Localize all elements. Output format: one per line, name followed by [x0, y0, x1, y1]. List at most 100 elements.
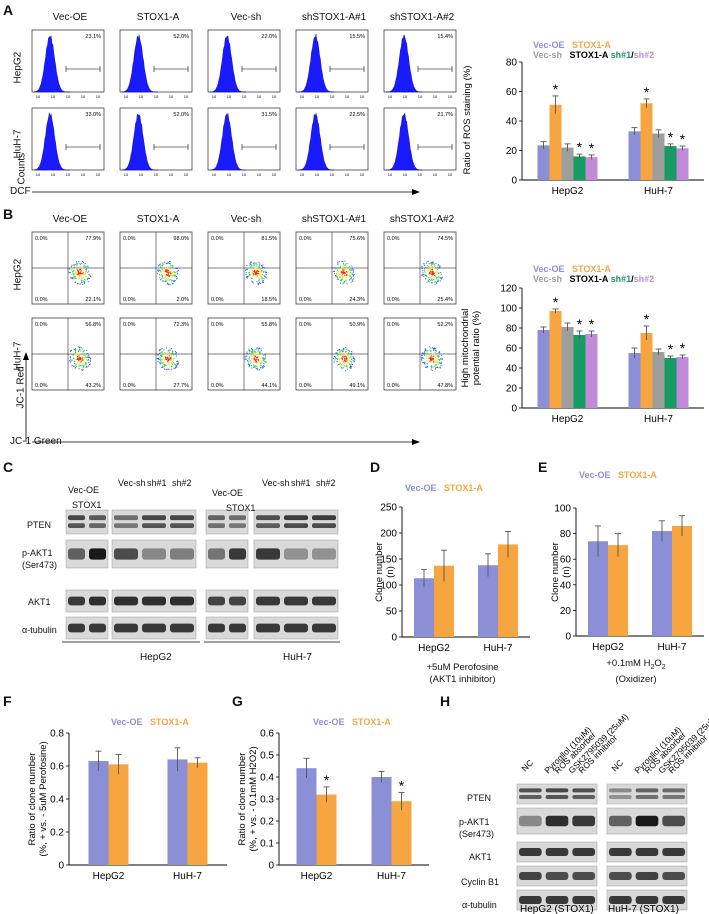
y-tick-label: 0 — [391, 633, 397, 644]
bar — [628, 353, 641, 408]
blot-band — [284, 623, 308, 633]
blot-band — [256, 596, 280, 606]
x-tick-label: 10 — [360, 94, 365, 99]
blot-band — [635, 848, 659, 856]
blot-band — [572, 795, 595, 799]
y-tick-label: 40 — [506, 364, 518, 375]
blot-band — [208, 515, 225, 521]
quadrant-percent: 0.0% — [299, 383, 312, 389]
blot-band — [572, 788, 595, 793]
blot-band — [284, 548, 308, 560]
blot-row-label: (Ser473) — [22, 560, 58, 570]
y-tick-label: 80 — [506, 324, 518, 335]
significance-star: * — [589, 140, 595, 156]
x-tick-label: 10 — [36, 172, 41, 177]
blot-band — [572, 815, 595, 827]
significance-star: * — [399, 777, 405, 793]
x-tick-label: HuH-7 — [173, 871, 202, 882]
blot-band — [635, 896, 659, 904]
x-tick-label: 10 — [66, 94, 71, 99]
quadrant-percent: 43.2% — [85, 383, 101, 389]
x-tick-label: 10 — [96, 94, 101, 99]
quadrant-percent: 0.0% — [299, 297, 312, 303]
gate-percent: 15.4% — [437, 34, 453, 40]
x-tick-label: 10 — [124, 94, 129, 99]
blot-band — [114, 623, 138, 633]
quadrant-percent: 0.0% — [387, 322, 400, 328]
dot-cloud — [68, 346, 92, 371]
blot-band — [68, 548, 85, 560]
blot-band — [284, 596, 308, 606]
legend-vec-sh: Vec-sh — [533, 50, 563, 60]
x-tick-label: 10 — [448, 94, 453, 99]
blot-band — [635, 788, 659, 793]
blot-row-label: (Ser473) — [459, 829, 495, 839]
histogram-peak — [297, 34, 334, 93]
quadrant-percent: 0.0% — [35, 236, 48, 242]
blot-band — [312, 523, 336, 528]
bar — [371, 777, 392, 865]
histogram-peak — [121, 34, 158, 93]
lane-label: Vec-sh — [118, 478, 146, 488]
x-tick-label: 10 — [51, 172, 56, 177]
x-tick-label: 10 — [300, 172, 305, 177]
bar — [561, 327, 574, 408]
x-tick-label: HepG2 — [552, 186, 584, 197]
quadrant-percent: 0.0% — [387, 383, 400, 389]
y-tick-label: 0.8 — [50, 729, 64, 740]
x-tick-label: 10 — [388, 172, 393, 177]
y-tick-label: 0 — [268, 861, 274, 872]
panel-letter-a: A — [3, 2, 14, 18]
panel-letter-c: C — [3, 459, 14, 475]
blot-band — [519, 788, 542, 793]
x-tick-label: 10 — [154, 94, 159, 99]
x-tick-label: 10 — [227, 172, 232, 177]
legend-stox1a: STOX1-A — [352, 717, 391, 727]
histogram-peak — [209, 35, 246, 93]
significance-star: * — [644, 84, 650, 100]
quadrant-percent: 0.0% — [211, 383, 224, 389]
y-tick-label: 0.4 — [50, 795, 64, 806]
lane-label: Vec-OE — [68, 485, 100, 495]
significance-star: * — [553, 294, 559, 310]
x-tick-label: HuH-7 — [377, 871, 406, 882]
legend-slash: / — [631, 50, 634, 60]
blot-band — [662, 896, 685, 904]
x-axis-label: DCF — [10, 186, 31, 197]
blot-band — [256, 515, 280, 521]
histogram-grid: 23.1% 10 10 10 10 10 52.0% 10 10 10 10 10 22.0% 10 10 1… — [31, 29, 457, 195]
y-tick-label: 20 — [506, 146, 518, 157]
blot-band — [142, 523, 166, 528]
quadrant-percent: 0.0% — [35, 297, 48, 303]
blot-band — [208, 523, 225, 528]
quadrant-percent: 81.5% — [261, 236, 277, 242]
blot-band — [142, 596, 166, 606]
bar — [585, 334, 598, 408]
blot-band — [545, 848, 569, 856]
blot-row-label: PTEN — [27, 520, 52, 530]
blot-strip — [65, 509, 109, 535]
y-tick-label: 80 — [506, 58, 518, 69]
x-tick-label: 10 — [227, 94, 232, 99]
x-tick-label: 10 — [418, 94, 423, 99]
blot-band — [142, 515, 166, 521]
legend-vec-oe: Vec-OE — [579, 470, 611, 480]
bar — [588, 541, 608, 636]
legend-sh1: sh#1 — [610, 274, 632, 284]
blot-group-label: HepG2 — [140, 652, 172, 663]
histogram-peak — [209, 113, 246, 171]
y-axis-label: Clone number(n) — [550, 542, 572, 602]
x-tick-label: 10 — [403, 172, 408, 177]
significance-star: * — [324, 772, 330, 788]
blot-group-label: HepG2 (STOX1) — [520, 904, 594, 914]
legend-vec-oe: Vec-OE — [533, 40, 565, 50]
legend-sh1: sh#1 — [610, 50, 632, 60]
quadrant-percent: 0.0% — [123, 236, 136, 242]
blot-band — [545, 815, 569, 827]
blot-strip — [205, 509, 249, 535]
x-tick-label: 10 — [272, 94, 277, 99]
blot-band — [170, 515, 194, 521]
panel-letter-g: G — [232, 693, 243, 709]
blot-band — [114, 515, 138, 521]
